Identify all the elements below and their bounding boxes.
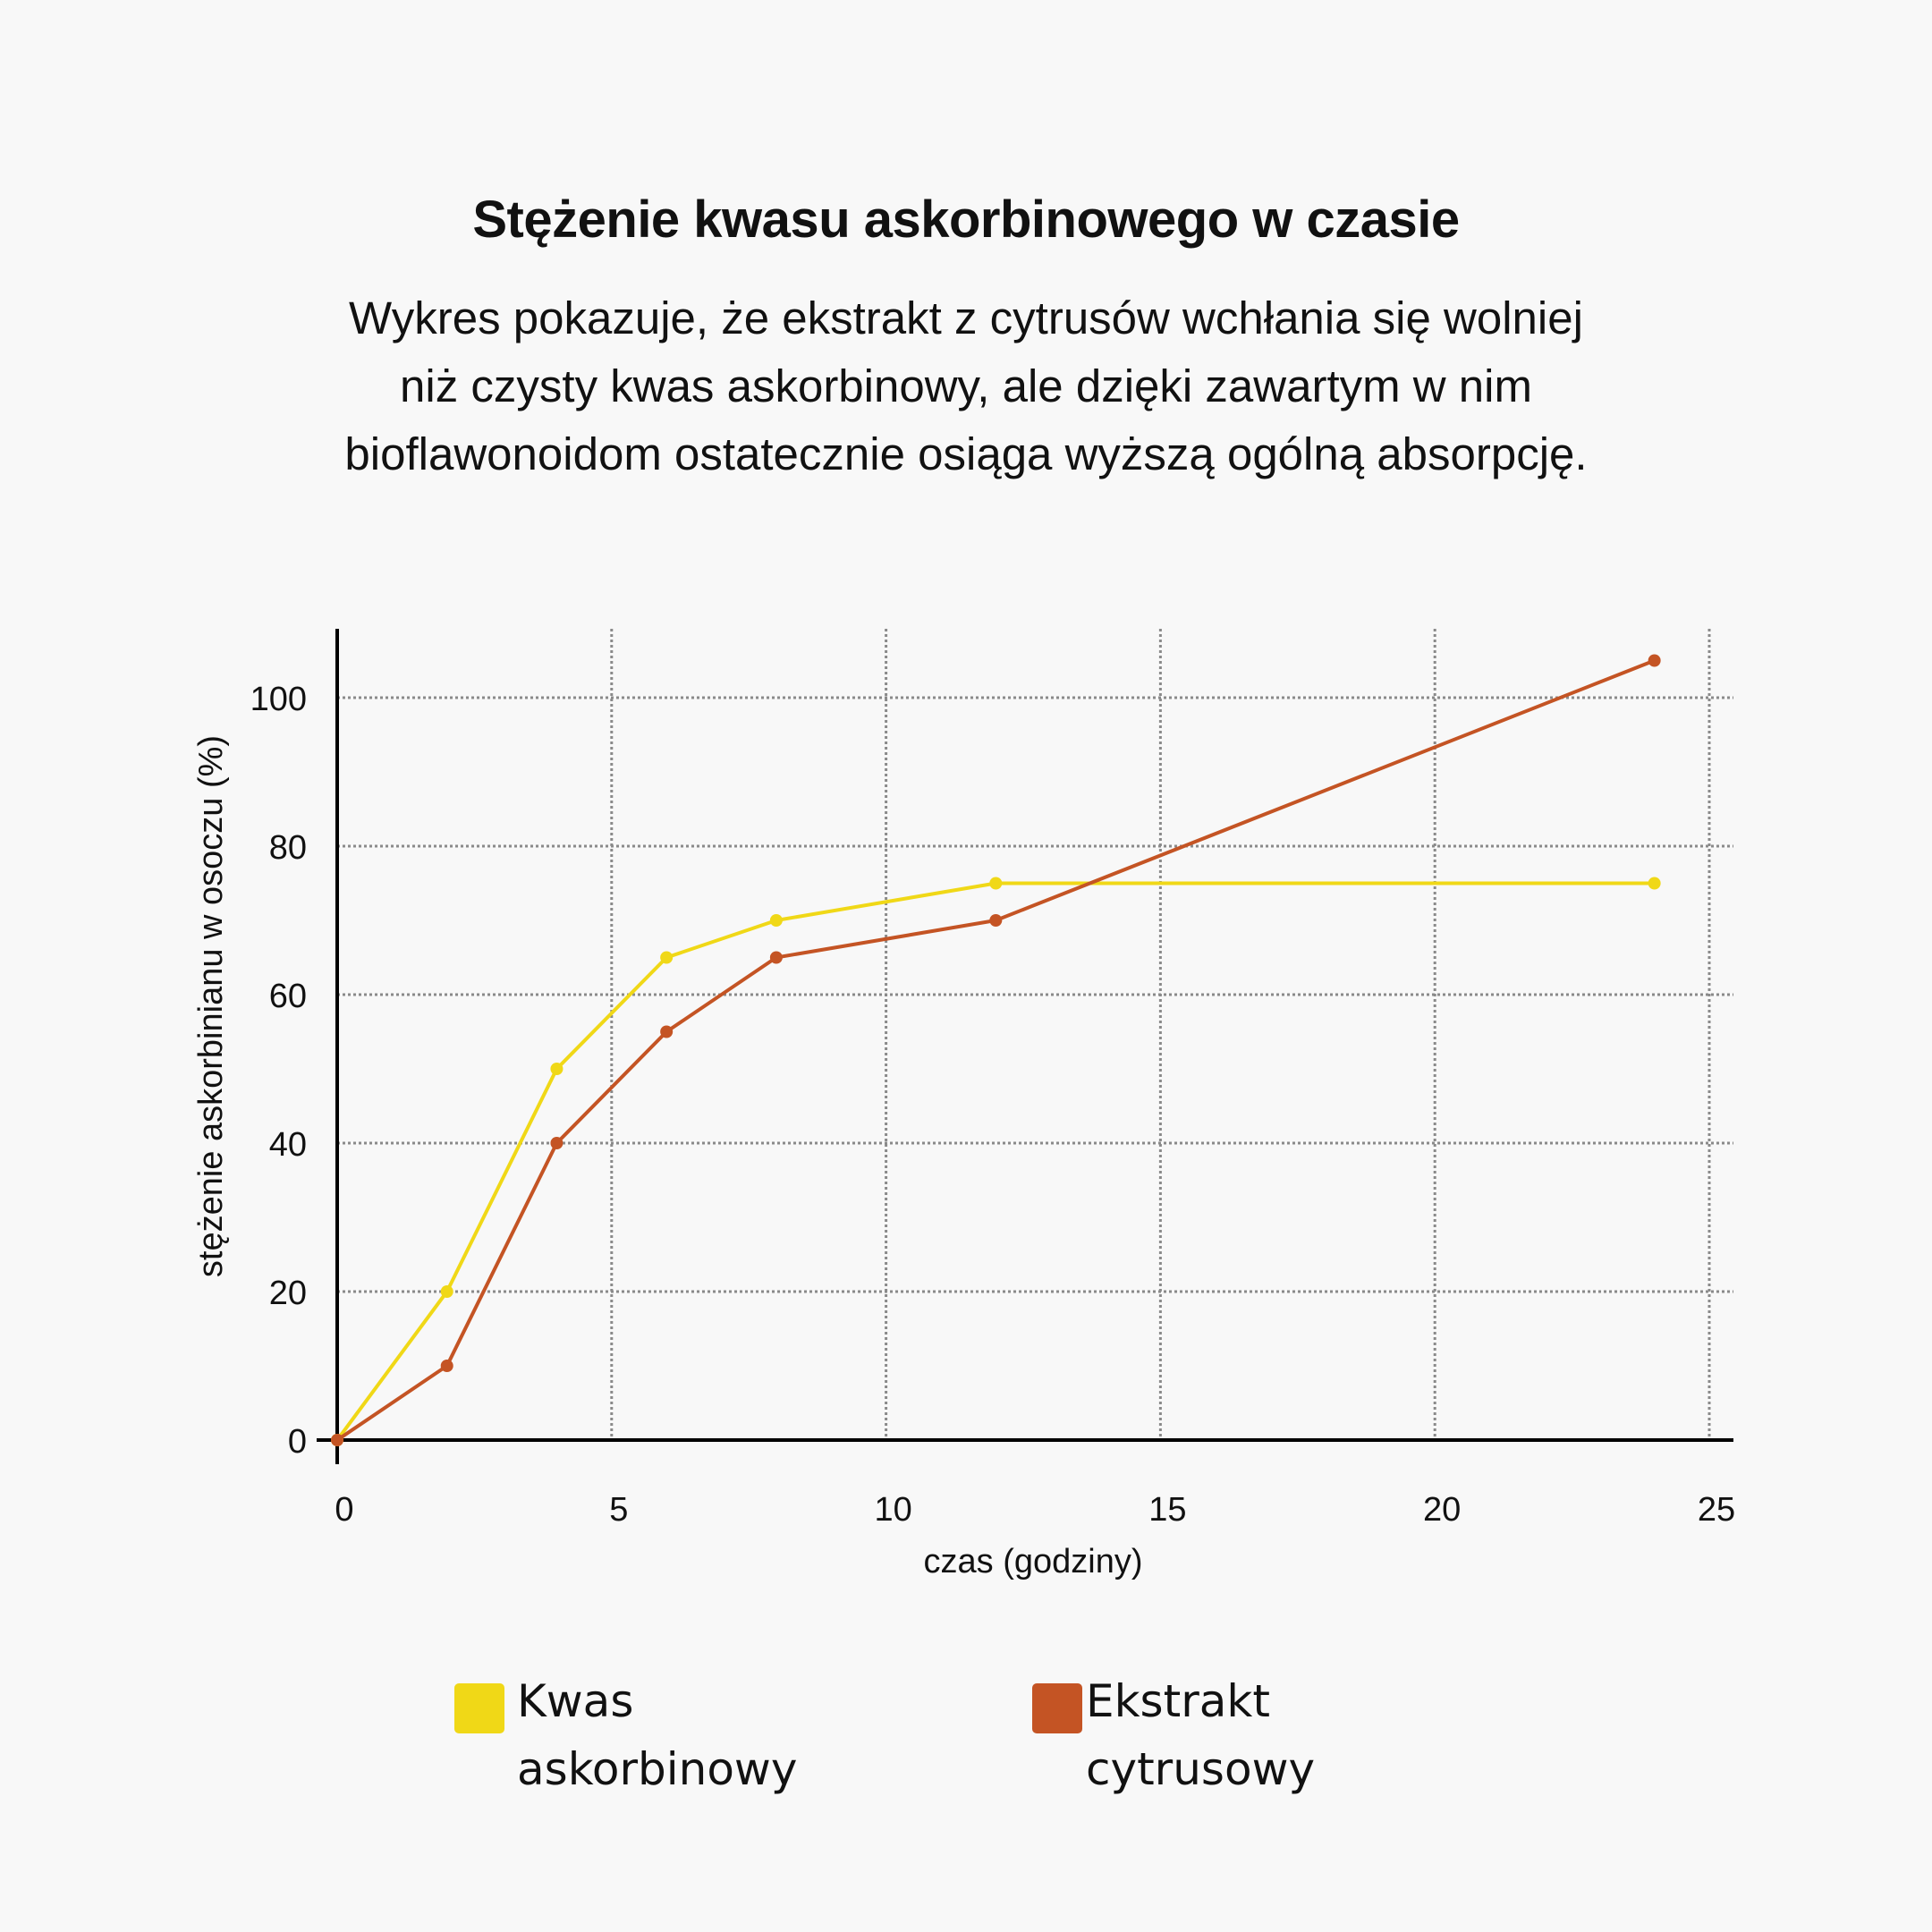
data-point[interactable] (440, 1285, 453, 1298)
data-point[interactable] (1648, 877, 1661, 890)
subtitle-line: Wykres pokazuje, że ekstrakt z cytrusów … (349, 292, 1583, 343)
y-axis-label: stężenie askorbinianu w osoczu (%) (192, 735, 230, 1277)
x-tick-label: 25 (1698, 1491, 1735, 1529)
legend-swatch-orange (1032, 1683, 1082, 1733)
x-tick-label: 20 (1423, 1491, 1461, 1529)
data-point[interactable] (660, 951, 674, 964)
data-point[interactable] (440, 1360, 453, 1372)
y-tick-label: 40 (269, 1126, 307, 1164)
axes (317, 629, 1733, 1464)
x-tick-label: 15 (1148, 1491, 1186, 1529)
data-series (331, 654, 1661, 1446)
grid-lines (337, 629, 1733, 1440)
y-tick-label: 80 (269, 829, 307, 867)
x-tick-label: 5 (609, 1491, 628, 1529)
legend-label: Ekstrakt cytrusowy (1086, 1675, 1316, 1795)
y-tick-label: 0 (288, 1423, 307, 1461)
data-point[interactable] (989, 877, 1003, 890)
y-tick-label: 20 (269, 1275, 307, 1312)
data-point[interactable] (769, 914, 783, 927)
legend-swatch-yellow (454, 1683, 504, 1733)
data-point[interactable] (769, 951, 783, 964)
legend-label: Kwas askorbinowy (517, 1675, 798, 1795)
x-tick-label: 0 (335, 1491, 353, 1529)
x-axis-label: czas (godziny) (924, 1543, 1143, 1580)
data-point[interactable] (660, 1025, 674, 1038)
y-tick-label: 100 (250, 681, 307, 718)
data-point[interactable] (550, 1063, 564, 1075)
subtitle-line: bioflawonoidom ostatecznie osiąga wyższą… (344, 428, 1588, 479)
tick-labels: 0 20 40 60 80 100 0 5 10 15 20 25 (250, 681, 1736, 1529)
series-kwas-askorbinowy (331, 877, 1661, 1446)
chart-title: Stężenie kwasu askorbinowego w czasie (472, 191, 1460, 249)
data-point[interactable] (331, 1434, 343, 1446)
subtitle-line: niż czysty kwas askorbinowy, ale dzięki … (400, 360, 1532, 411)
chart-subtitle: Wykres pokazuje, że ekstrakt z cytrusów … (206, 284, 1726, 488)
data-point[interactable] (550, 1137, 564, 1149)
series-ekstrakt-cytrusowy (331, 654, 1661, 1446)
data-point[interactable] (1648, 654, 1661, 667)
x-tick-label: 10 (874, 1491, 911, 1529)
data-point[interactable] (989, 914, 1003, 927)
y-tick-label: 60 (269, 978, 307, 1015)
